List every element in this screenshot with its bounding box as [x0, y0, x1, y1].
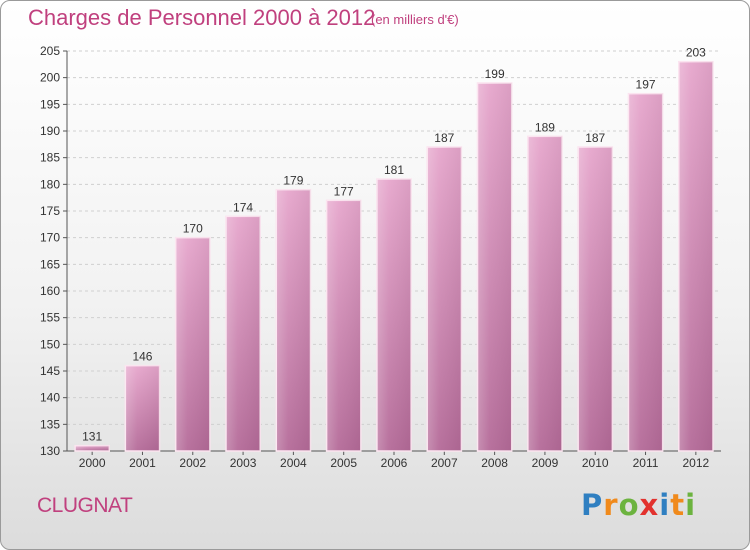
y-tick-label: 205: [40, 44, 60, 58]
x-tick-label: 2005: [330, 456, 357, 470]
y-tick-label: 145: [40, 364, 60, 378]
y-tick-label: 170: [40, 231, 60, 245]
logo-letter: r: [603, 488, 619, 522]
y-tick-label: 140: [40, 391, 60, 405]
bar-value-label: 179: [283, 174, 303, 188]
bar-value-label: 181: [384, 163, 404, 177]
x-tick-label: 2002: [179, 456, 206, 470]
x-tick-label: 2011: [633, 456, 659, 470]
logo-letter: t: [670, 488, 686, 522]
axis-layer: 130 135 140 145 150 155 160 165 170 175 180 185 190 1…: [40, 44, 721, 470]
bar-value-label: 146: [132, 350, 152, 364]
y-tick-label: 160: [40, 284, 60, 298]
x-tick-label: 2007: [431, 456, 458, 470]
logo-letter: P: [581, 488, 604, 522]
bar-shine: [326, 200, 361, 451]
y-tick-label: 185: [40, 151, 60, 165]
logo-letter: i: [685, 488, 697, 522]
bar-shine: [578, 147, 613, 451]
bar-value-label: 197: [636, 78, 656, 92]
logo-letter: i: [659, 488, 671, 522]
bar-value-label: 187: [434, 131, 454, 145]
chart-title: Charges de Personnel 2000 à 2012: [28, 5, 376, 30]
bar-value-label: 177: [334, 184, 354, 198]
x-tick-label: 2001: [129, 456, 156, 470]
y-tick-label: 175: [40, 204, 60, 218]
y-tick-label: 130: [40, 444, 60, 458]
bar-shine: [628, 93, 663, 452]
logo-letter: x: [639, 488, 660, 522]
x-tick-label: 2003: [230, 456, 257, 470]
x-tick-label: 2010: [582, 456, 609, 470]
bar-shine: [125, 365, 160, 451]
y-tick-label: 155: [40, 311, 60, 325]
y-tick-label: 200: [40, 71, 60, 85]
bar-value-label: 189: [535, 120, 555, 134]
y-tick-label: 135: [40, 417, 60, 431]
chart-subtitle: (en milliers d'€): [371, 12, 459, 27]
bar-value-label: 199: [485, 67, 505, 81]
bar-shine: [225, 216, 261, 451]
x-tick-label: 2012: [682, 456, 709, 470]
y-tick-label: 165: [40, 257, 60, 271]
bar-shine: [527, 136, 563, 452]
x-tick-label: 2004: [280, 456, 307, 470]
x-tick-label: 2009: [532, 456, 559, 470]
bar-value-label: 170: [183, 222, 203, 236]
bar-value-label: 131: [82, 430, 102, 444]
x-tick-label: 2000: [79, 456, 106, 470]
bar-value-label: 203: [686, 46, 706, 60]
x-tick-label: 2006: [381, 456, 408, 470]
bar-shine: [477, 83, 512, 451]
bar-layer: [74, 60, 714, 452]
bar-shine: [276, 189, 311, 451]
proxiti-logo: Proxiti: [581, 488, 696, 522]
bar-value-label: 187: [585, 131, 605, 145]
bar-shine: [376, 179, 412, 451]
label-layer: 131 146 170 174 179 177 181 187 199 189 187 197 203: [82, 46, 706, 444]
y-tick-label: 180: [40, 177, 60, 191]
bar-shine: [427, 147, 462, 451]
bar-value-label: 174: [233, 200, 253, 214]
y-tick-label: 150: [40, 337, 60, 351]
x-tick-label: 2008: [481, 456, 508, 470]
commune-name: CLUGNAT: [37, 494, 133, 517]
y-tick-label: 195: [40, 97, 60, 111]
logo-letter: o: [618, 488, 640, 522]
bar-shine: [175, 237, 210, 451]
y-tick-label: 190: [40, 124, 60, 138]
bar-shine: [75, 445, 110, 451]
bar-shine: [678, 61, 713, 452]
